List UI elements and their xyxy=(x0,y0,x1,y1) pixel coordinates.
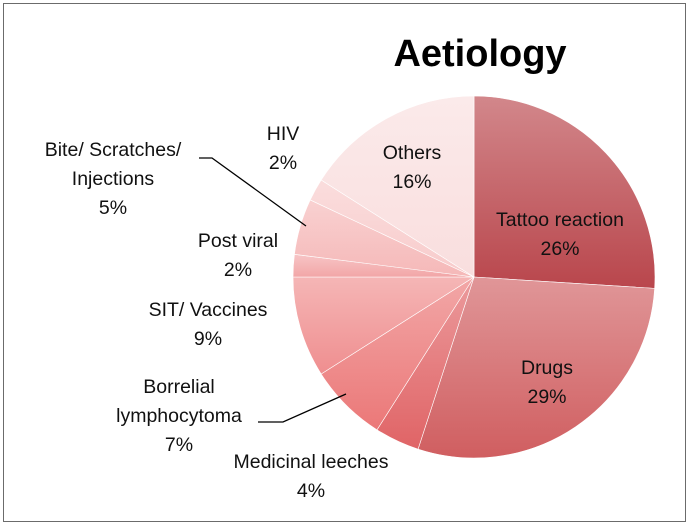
pie-slice-sit-vaccines xyxy=(292,276,476,375)
slice-value-others: 16% xyxy=(392,171,431,193)
pie-slice-others xyxy=(320,95,475,278)
slice-value-tattoo-reaction: 26% xyxy=(540,238,579,260)
slice-label-post-viral: Post viral 2% xyxy=(198,230,278,281)
slice-value-bite-scratches-injections: 5% xyxy=(99,197,127,219)
slice-label-borrelial-lymphocytoma: Borrelial lymphocytoma 7% xyxy=(116,376,242,456)
slice-label-tattoo-reaction: Tattoo reaction 26% xyxy=(496,209,624,260)
slice-label-sit-vaccines: SIT/ Vaccines 9% xyxy=(149,299,268,350)
leader-line-borrelial-lymphocytoma xyxy=(258,393,347,423)
slice-label-drugs: Drugs 29% xyxy=(521,357,573,408)
slice-label-hiv: HIV 2% xyxy=(267,123,300,174)
slice-value-hiv: 2% xyxy=(269,152,297,174)
slice-value-borrelial-lymphocytoma: 7% xyxy=(165,434,193,456)
slice-value-sit-vaccines: 9% xyxy=(194,328,222,350)
slice-value-post-viral: 2% xyxy=(224,259,252,281)
pie-slice-drugs xyxy=(417,276,655,459)
leader-line-bite-scratches-injections xyxy=(199,157,307,227)
slice-label-bite-scratches-injections: Bite/ Scratches/Injections 5% xyxy=(45,139,182,219)
slice-value-drugs: 29% xyxy=(527,386,566,408)
slice-value-medicinal-leeches: 4% xyxy=(297,480,325,502)
slice-label-medicinal-leeches: Medicinal leeches 4% xyxy=(233,451,388,502)
chart-title: Aetiology xyxy=(393,33,566,75)
pie-slice-tattoo-reaction xyxy=(473,95,656,289)
slice-label-others: Others 16% xyxy=(383,142,442,193)
